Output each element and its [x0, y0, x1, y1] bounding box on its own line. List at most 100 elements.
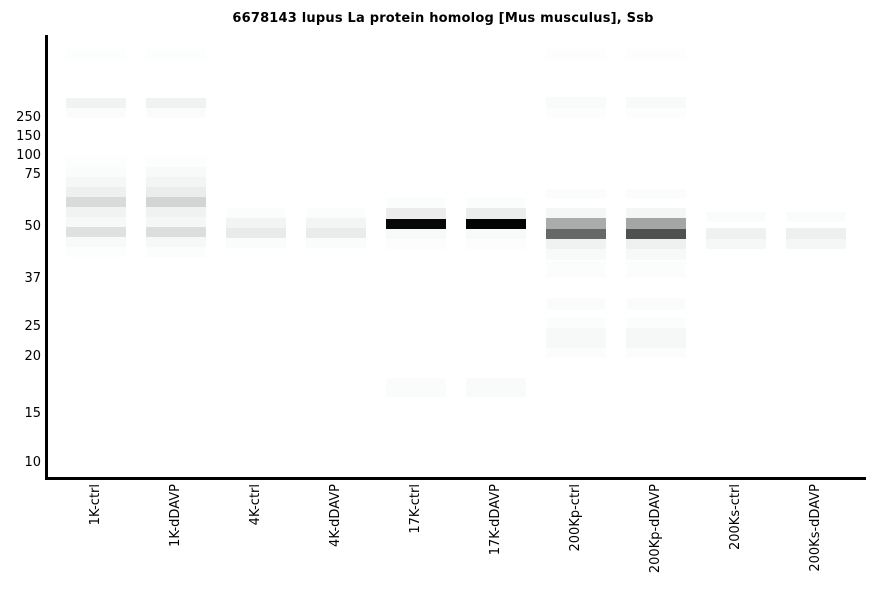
protein-band — [546, 189, 606, 199]
lane-label-1K-dDAVP: 1K-dDAVP — [168, 484, 183, 547]
protein-band — [546, 261, 606, 278]
protein-band — [66, 217, 126, 227]
y-axis-line — [45, 35, 48, 480]
protein-band — [706, 239, 766, 249]
protein-band — [626, 239, 686, 249]
lane-label-17K-dDAVP: 17K-dDAVP — [488, 484, 503, 556]
protein-band — [546, 348, 606, 358]
protein-band — [626, 328, 686, 348]
protein-band — [626, 208, 686, 218]
protein-band — [146, 187, 206, 197]
protein-band — [66, 108, 126, 118]
lane-label-200Ks-ctrl: 200Ks-ctrl — [728, 484, 743, 551]
protein-band — [146, 197, 206, 207]
protein-band — [66, 197, 126, 207]
protein-band — [546, 229, 606, 239]
lane-label-4K-ctrl: 4K-ctrl — [248, 484, 263, 526]
protein-band — [146, 98, 206, 108]
y-tick-label-25: 25 — [24, 319, 41, 334]
protein-band — [466, 219, 526, 229]
protein-band — [146, 237, 206, 247]
lane-label-200Ks-dDAVP: 200Ks-dDAVP — [808, 484, 823, 572]
protein-band — [626, 108, 686, 118]
lane-label-200Kp-dDAVP: 200Kp-dDAVP — [648, 484, 663, 574]
blot-lane-200Ks-ctrl — [706, 0, 766, 595]
protein-band — [706, 228, 766, 239]
y-tick-label-250: 250 — [16, 110, 41, 125]
protein-band — [386, 229, 446, 239]
protein-band — [626, 348, 686, 358]
y-tick-label-75: 75 — [24, 167, 41, 182]
y-tick-label-50: 50 — [24, 219, 41, 234]
protein-band — [66, 177, 126, 187]
blot-lane-200Kp-ctrl — [546, 0, 606, 595]
blot-lane-200Ks-dDAVP — [786, 0, 846, 595]
protein-band — [466, 229, 526, 239]
protein-band — [626, 218, 686, 229]
protein-band — [626, 229, 686, 239]
protein-band — [146, 227, 206, 237]
protein-band — [146, 157, 206, 167]
protein-band — [786, 212, 846, 222]
protein-band — [66, 167, 126, 177]
lane-label-17K-ctrl: 17K-ctrl — [408, 484, 423, 534]
lane-label-200Kp-ctrl: 200Kp-ctrl — [568, 484, 583, 552]
protein-band — [626, 249, 686, 260]
protein-band — [226, 228, 286, 238]
protein-band — [66, 187, 126, 197]
y-tick-label-100: 100 — [16, 148, 41, 163]
protein-band — [66, 227, 126, 237]
y-tick-label-10: 10 — [24, 455, 41, 470]
protein-band — [66, 237, 126, 247]
protein-band — [626, 97, 686, 108]
protein-band — [386, 378, 446, 397]
protein-band — [626, 49, 686, 59]
protein-band — [66, 207, 126, 217]
protein-band — [386, 208, 446, 219]
protein-band — [146, 167, 206, 177]
protein-band — [66, 98, 126, 108]
protein-band — [626, 318, 686, 328]
protein-band — [226, 238, 286, 248]
protein-band — [626, 261, 686, 278]
protein-band — [626, 189, 686, 199]
protein-band — [546, 318, 606, 328]
blot-lane-17K-ctrl — [386, 0, 446, 595]
protein-band — [386, 239, 446, 250]
protein-band — [466, 198, 526, 208]
protein-band — [466, 239, 526, 250]
protein-band — [786, 228, 846, 239]
protein-band — [546, 249, 606, 260]
protein-band — [146, 217, 206, 227]
protein-band — [786, 239, 846, 249]
figure-title: 6678143 lupus La protein homolog [Mus mu… — [232, 11, 654, 26]
protein-band — [146, 49, 206, 59]
protein-band — [146, 108, 206, 118]
protein-band — [146, 177, 206, 187]
protein-band — [146, 247, 206, 257]
blot-lane-4K-dDAVP — [306, 0, 366, 595]
y-tick-label-150: 150 — [16, 129, 41, 144]
lane-label-1K-ctrl: 1K-ctrl — [88, 484, 103, 526]
protein-band — [306, 228, 366, 238]
protein-band — [546, 328, 606, 348]
blot-lane-1K-ctrl — [66, 0, 126, 595]
protein-band — [546, 239, 606, 249]
protein-band — [66, 247, 126, 257]
lane-label-4K-dDAVP: 4K-dDAVP — [328, 484, 343, 547]
blot-lane-4K-ctrl — [226, 0, 286, 595]
protein-band — [66, 157, 126, 167]
protein-band — [546, 97, 606, 108]
protein-band — [386, 219, 446, 229]
protein-band — [546, 218, 606, 229]
x-axis-line — [45, 477, 866, 480]
protein-band — [546, 49, 606, 59]
y-tick-label-15: 15 — [24, 406, 41, 421]
protein-band — [626, 298, 686, 310]
blot-lane-200Kp-dDAVP — [626, 0, 686, 595]
protein-band — [386, 198, 446, 208]
protein-band — [146, 207, 206, 217]
blot-lane-17K-dDAVP — [466, 0, 526, 595]
protein-band — [546, 108, 606, 118]
